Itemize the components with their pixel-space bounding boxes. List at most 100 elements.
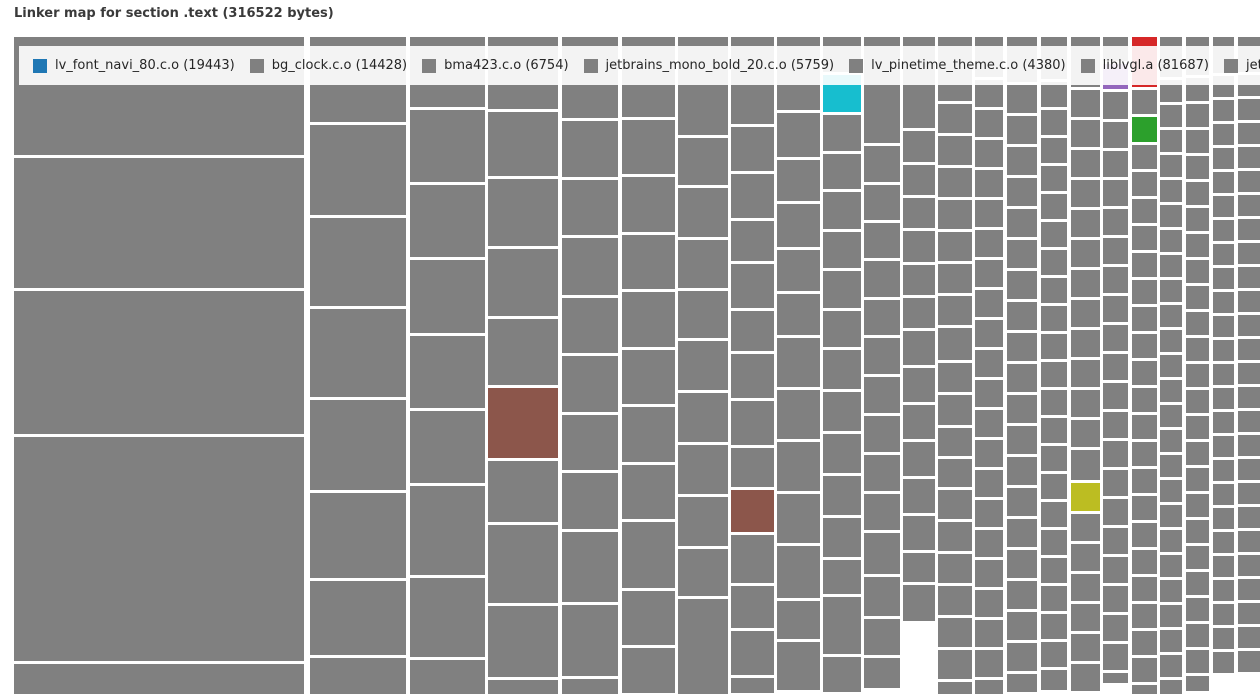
treemap-cell bbox=[1160, 680, 1182, 694]
treemap-cell bbox=[1071, 330, 1100, 357]
treemap-cell bbox=[1007, 550, 1037, 578]
legend-label: lv_pinetime_theme.c.o (4380) bbox=[871, 58, 1066, 73]
treemap-cell bbox=[777, 113, 820, 157]
treemap-cell bbox=[1213, 364, 1234, 385]
treemap-cell bbox=[1007, 209, 1037, 237]
treemap-cell bbox=[1007, 302, 1037, 330]
treemap-cell bbox=[1103, 644, 1128, 670]
treemap-cell bbox=[1186, 650, 1209, 673]
treemap-cell bbox=[1041, 558, 1067, 583]
treemap-cell bbox=[14, 158, 304, 288]
treemap-cell bbox=[622, 177, 675, 232]
treemap-cell bbox=[1071, 180, 1100, 207]
treemap-cell bbox=[562, 180, 618, 235]
treemap-cell bbox=[1041, 82, 1067, 107]
treemap-cell bbox=[1041, 474, 1067, 499]
treemap-cell bbox=[1041, 670, 1067, 690]
treemap-cell bbox=[903, 368, 935, 402]
treemap-cell bbox=[731, 401, 774, 445]
treemap-cell bbox=[1103, 499, 1128, 525]
treemap-cell bbox=[1007, 426, 1037, 454]
treemap-cell bbox=[938, 395, 972, 425]
treemap-cell bbox=[777, 160, 820, 201]
treemap-cell bbox=[777, 294, 820, 335]
treemap-cell bbox=[1213, 628, 1234, 649]
treemap-cell bbox=[1041, 418, 1067, 443]
treemap-cell bbox=[864, 377, 900, 413]
treemap-cell bbox=[488, 680, 558, 694]
treemap-cell bbox=[864, 223, 900, 258]
treemap-cell bbox=[1238, 363, 1260, 384]
treemap-cell bbox=[864, 185, 900, 220]
treemap-cell bbox=[1103, 180, 1128, 206]
legend-item: jetbrains_mono_76.c.o (3321) bbox=[1223, 58, 1260, 73]
treemap-cell bbox=[1103, 296, 1128, 322]
treemap-cell bbox=[622, 235, 675, 289]
treemap-cell bbox=[975, 260, 1003, 287]
treemap-cell bbox=[1160, 330, 1182, 352]
treemap-cell bbox=[823, 392, 861, 431]
treemap-cell bbox=[1213, 652, 1234, 673]
treemap-cell bbox=[864, 338, 900, 374]
treemap-cell bbox=[1007, 333, 1037, 361]
treemap-cell bbox=[562, 532, 618, 602]
treemap-cell bbox=[1132, 631, 1157, 655]
treemap-cell bbox=[310, 581, 406, 655]
treemap-cell bbox=[410, 260, 485, 333]
treemap-cell bbox=[678, 497, 728, 546]
treemap-cell bbox=[310, 125, 406, 215]
treemap-cell bbox=[975, 200, 1003, 227]
treemap-cell bbox=[310, 658, 406, 694]
treemap-cell bbox=[622, 591, 675, 645]
treemap-cell bbox=[1041, 250, 1067, 275]
treemap-cell bbox=[938, 363, 972, 392]
treemap-cell bbox=[1186, 416, 1209, 439]
treemap-cell bbox=[1007, 519, 1037, 547]
treemap-cell bbox=[1160, 605, 1182, 627]
treemap-cell bbox=[1186, 364, 1209, 387]
treemap-cell bbox=[1071, 450, 1100, 480]
treemap-cell bbox=[823, 657, 861, 692]
treemap-cell bbox=[1213, 604, 1234, 625]
treemap-cell bbox=[488, 461, 558, 522]
treemap-cell bbox=[1132, 361, 1157, 385]
treemap-cell bbox=[1238, 411, 1260, 432]
treemap-cell bbox=[864, 658, 900, 688]
treemap-cell bbox=[903, 131, 935, 162]
treemap-cell bbox=[1186, 390, 1209, 413]
treemap-cell bbox=[823, 434, 861, 473]
treemap-cell bbox=[938, 586, 972, 615]
treemap-cell bbox=[410, 185, 485, 257]
treemap-cell bbox=[1071, 390, 1100, 417]
treemap-cell bbox=[1213, 388, 1234, 409]
treemap-cell bbox=[1238, 459, 1260, 480]
treemap-cell bbox=[1186, 572, 1209, 595]
treemap-cell bbox=[975, 290, 1003, 317]
treemap-cell bbox=[1132, 685, 1157, 694]
treemap-cell bbox=[731, 631, 774, 675]
treemap-cell bbox=[1238, 627, 1260, 648]
treemap-cell bbox=[1132, 415, 1157, 439]
treemap-cell bbox=[678, 445, 728, 494]
treemap-cell bbox=[1041, 194, 1067, 219]
treemap-cell bbox=[938, 554, 972, 583]
treemap-cell bbox=[823, 232, 861, 268]
treemap-cell bbox=[562, 415, 618, 470]
treemap-cell bbox=[1213, 292, 1234, 313]
treemap-cell bbox=[975, 680, 1003, 694]
treemap-cell bbox=[1132, 469, 1157, 493]
treemap-cell bbox=[1041, 110, 1067, 135]
treemap-cell bbox=[731, 221, 774, 261]
legend-chip bbox=[849, 58, 864, 73]
treemap-cell bbox=[1103, 238, 1128, 264]
treemap-cell bbox=[1007, 488, 1037, 516]
treemap-cell bbox=[1213, 508, 1234, 529]
treemap-cell bbox=[1041, 166, 1067, 191]
treemap-cell bbox=[823, 271, 861, 308]
treemap-cell bbox=[562, 473, 618, 529]
treemap-cell bbox=[903, 331, 935, 365]
legend: lv_font_navi_80.c.o (19443) bg_clock.c.o … bbox=[19, 46, 1260, 85]
legend-chip bbox=[249, 58, 264, 73]
treemap-cell bbox=[562, 298, 618, 353]
treemap-cell bbox=[1213, 220, 1234, 241]
